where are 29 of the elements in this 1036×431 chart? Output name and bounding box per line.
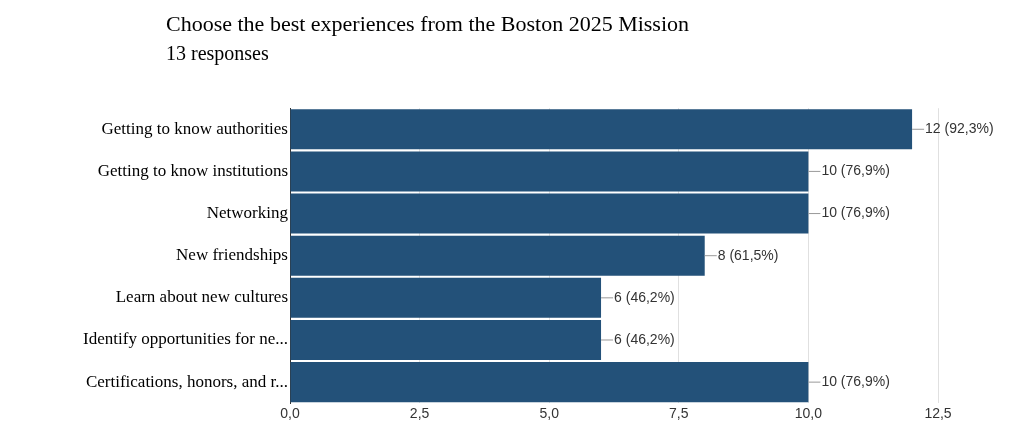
- chart-title: Choose the best experiences from the Boston 2025 Mission: [166, 10, 690, 38]
- data-label: 10 (76,9%): [821, 204, 890, 221]
- data-label: 6 (46,2%): [614, 288, 675, 305]
- bar: [290, 277, 602, 318]
- x-tick-label: 12,5: [924, 405, 952, 422]
- data-label: 12 (92,3%): [925, 120, 994, 137]
- data-label: 10 (76,9%): [821, 372, 890, 389]
- bar: [290, 151, 809, 192]
- y-tick-label: Certifications, honors, and r...: [85, 371, 288, 391]
- x-tick-label: 2,5: [409, 405, 430, 422]
- x-tick-label: 7,5: [669, 405, 689, 422]
- bar: [290, 362, 809, 403]
- y-tick-label: New friendships: [176, 245, 288, 265]
- data-label: 8 (61,5%): [717, 246, 779, 263]
- data-label: 6 (46,2%): [614, 330, 675, 347]
- y-tick-label: Networking: [206, 203, 289, 223]
- data-label: 10 (76,9%): [821, 162, 890, 179]
- x-tick-label: 0,0: [280, 405, 300, 422]
- y-tick-label: Identify opportunities for ne...: [83, 329, 288, 349]
- y-tick-label: Getting to know authorities: [101, 118, 288, 138]
- chart-subtitle: 13 responses: [166, 41, 269, 66]
- y-tick-label: Getting to know institutions: [97, 160, 288, 180]
- bar: [290, 109, 913, 150]
- y-tick-label: Learn about new cultures: [115, 287, 288, 307]
- bar: [290, 235, 705, 276]
- bar: [290, 319, 602, 360]
- bar: [290, 193, 809, 234]
- x-tick-label: 10,0: [794, 405, 823, 422]
- x-tick-label: 5,0: [539, 405, 560, 422]
